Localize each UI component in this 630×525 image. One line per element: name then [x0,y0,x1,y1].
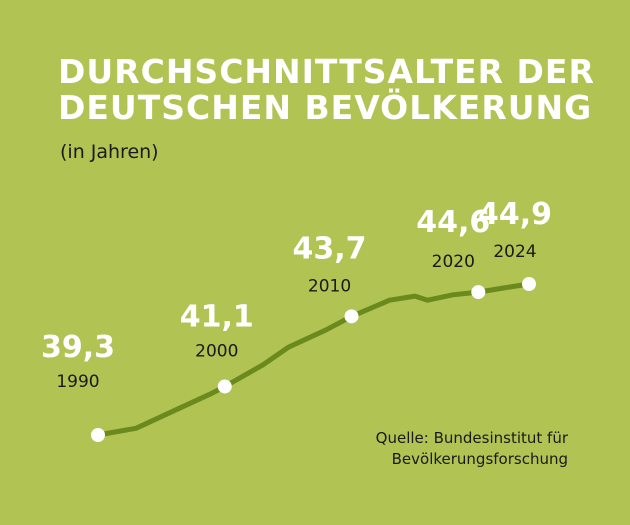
year-label-2024: 2024 [493,242,536,262]
chart-title-line-2: DEUTSCHEN BEVÖLKERUNG [58,88,593,127]
series-line-0 [95,281,532,438]
chart-title: DURCHSCHNITTSALTER DER DEUTSCHEN BEVÖLKE… [58,54,618,126]
data-point-2010 [344,309,359,324]
value-label-2020: 44,6 [416,205,490,240]
year-label-1990: 1990 [56,372,99,392]
data-point-1990 [91,428,105,442]
source-line-1: Quelle: Bundesinstitut für [375,429,568,447]
data-point-2020 [471,285,486,300]
data-point-2000 [217,379,232,394]
data-point-2024 [522,277,536,291]
value-label-2024: 44,9 [478,197,552,232]
value-label-1990: 39,3 [41,330,115,365]
source-note: Quelle: Bundesinstitut für Bevölkerungsf… [376,428,568,470]
value-label-2010: 43,7 [293,231,367,266]
year-label-2020: 2020 [432,252,475,272]
value-label-2000: 41,1 [180,299,254,334]
chart-title-line-1: DURCHSCHNITTSALTER DER [58,52,595,91]
year-label-2010: 2010 [308,276,351,296]
year-label-2000: 2000 [195,341,238,361]
chart-subtitle: (in Jahren) [60,141,159,163]
source-line-2: Bevölkerungsforschung [391,450,568,468]
